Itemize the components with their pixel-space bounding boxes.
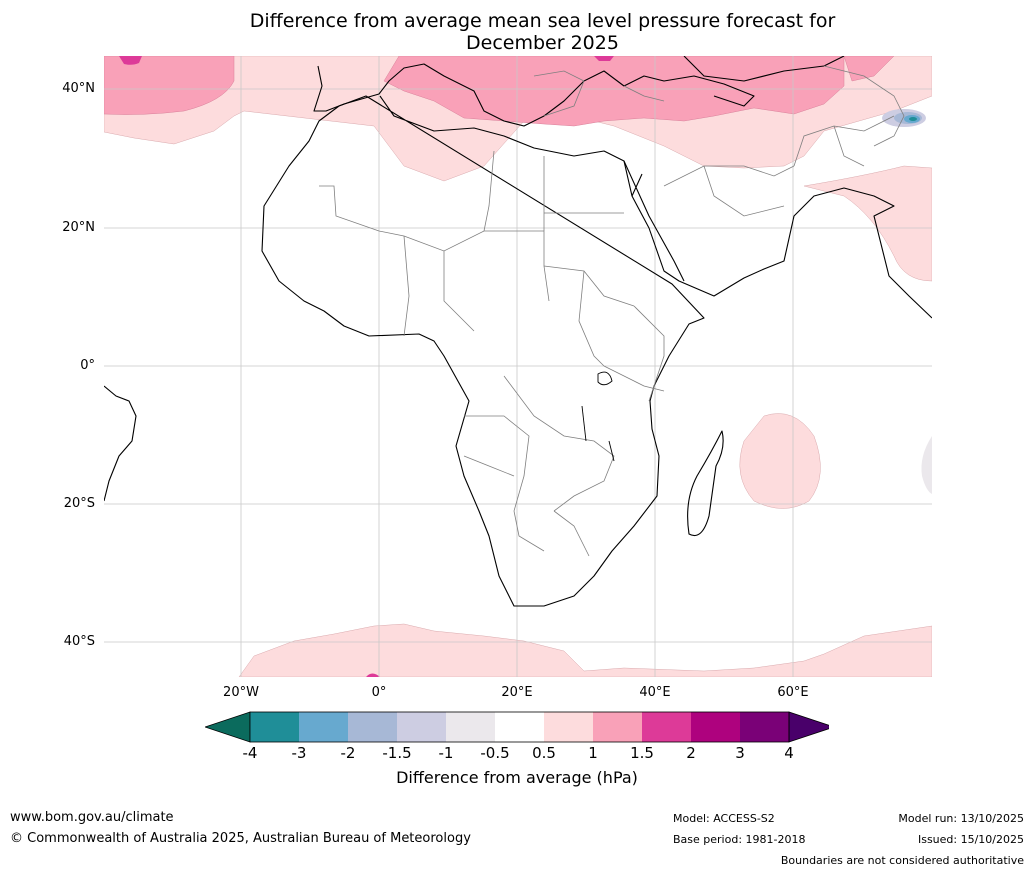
colorbar-extend-low	[205, 711, 251, 743]
graticule	[104, 56, 932, 677]
lon-label-20e: 20°E	[501, 685, 533, 700]
map-title-line-2: December 2025	[466, 32, 619, 54]
colorbar-outline	[249, 711, 790, 743]
europe-coastline	[313, 56, 845, 127]
africa-coastline	[261, 95, 932, 607]
lat-label-20n: 20°N	[62, 220, 95, 235]
colorbar-extend-high	[788, 711, 829, 743]
footer-model: Model: ACCESS-S2	[673, 812, 775, 825]
colorbar-tick-label: -4	[242, 744, 258, 762]
madagascar-coastline	[687, 430, 724, 537]
footer-base-period: Base period: 1981-2018	[673, 833, 806, 846]
lon-label-0: 0°	[371, 685, 387, 700]
colorbar-cell	[544, 712, 593, 742]
anomaly-fill-light-grey	[921, 436, 932, 494]
lon-label-60e: 60°E	[777, 685, 809, 700]
colorbar-cell	[397, 712, 446, 742]
footer-issued: Issued: 15/10/2025	[917, 833, 1024, 846]
colorbar-label: Difference from average (hPa)	[396, 768, 638, 787]
colorbar-tick-label: -1.5	[382, 744, 412, 762]
colorbar-tick-label: -3	[291, 744, 307, 762]
colorbar-cell	[250, 712, 299, 742]
colorbar-tick-label: 0.5	[532, 744, 556, 762]
footer-disclaimer: Boundaries are not considered authoritat…	[780, 854, 1024, 867]
lakes	[581, 371, 615, 462]
pressure-anomaly-map	[104, 56, 932, 677]
map-title-line-1: Difference from average mean sea level p…	[249, 10, 836, 32]
lat-label-0: 0°	[80, 358, 95, 373]
footer-model-run: Model run: 13/10/2025	[898, 812, 1024, 825]
colorbar-cell	[642, 712, 691, 742]
lon-label-40e: 40°E	[639, 685, 671, 700]
lat-label-20s: 20°S	[63, 496, 95, 511]
colorbar-tick-label: 1.5	[630, 744, 654, 762]
anomaly-fill-blue-speck	[882, 109, 926, 127]
colorbar-cell	[446, 712, 495, 742]
footer-website[interactable]: www.bom.gov.au/climate	[10, 810, 174, 825]
lon-label-20w: 20°W	[223, 685, 259, 700]
map-title: Difference from average mean sea level p…	[0, 10, 1035, 54]
lat-label-40n: 40°N	[62, 81, 95, 96]
colorbar-tick-label: 4	[784, 744, 794, 762]
country-borders	[319, 65, 905, 557]
colorbar-tick-label: -2	[340, 744, 356, 762]
lat-label-40s: 40°S	[63, 634, 95, 649]
colorbar-tick-label: 1	[588, 744, 598, 762]
colorbar-cells	[205, 711, 829, 743]
colorbar-cell	[740, 712, 789, 742]
colorbar-tick-label: -1	[438, 744, 454, 762]
colorbar-cell	[348, 712, 397, 742]
footer-copyright: © Commonwealth of Australia 2025, Austra…	[10, 831, 471, 846]
south-america-coastline	[104, 385, 137, 502]
colorbar-cell	[593, 712, 642, 742]
coastlines	[104, 56, 932, 607]
arabia-coastline	[623, 160, 685, 282]
colorbar	[205, 711, 829, 743]
colorbar-cell	[495, 712, 544, 742]
colorbar-tick-label: 2	[686, 744, 696, 762]
colorbar-tick-label: -0.5	[480, 744, 510, 762]
colorbar-cell	[299, 712, 348, 742]
anomaly-fill-medium-pink	[104, 56, 895, 127]
colorbar-tick-label: 3	[735, 744, 745, 762]
anomaly-fill-strong-pink	[119, 56, 614, 677]
colorbar-cell	[691, 712, 740, 742]
